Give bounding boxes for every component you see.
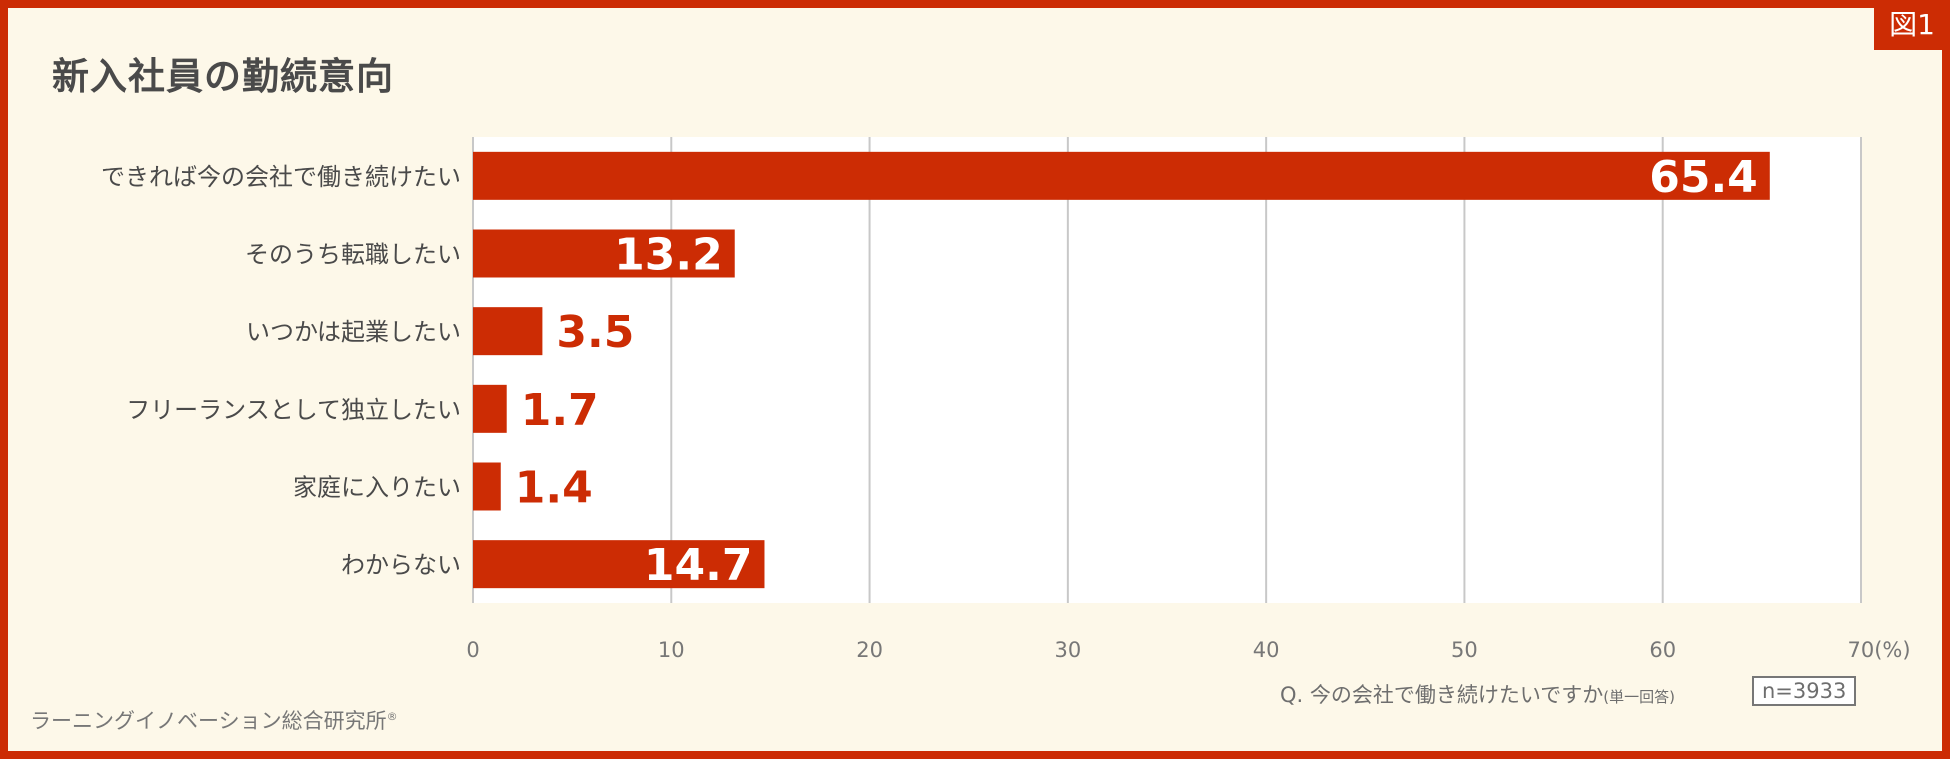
category-label: 家庭に入りたい bbox=[293, 474, 461, 502]
plot-area bbox=[473, 137, 1861, 603]
credit-label: ラーニングイノベーション総合研究所 bbox=[30, 709, 387, 733]
question-text: Q. 今の会社で働き続けたいですか(単一回答) bbox=[1280, 679, 1675, 709]
question-label: Q. 今の会社で働き続けたいですか bbox=[1280, 683, 1604, 707]
sample-size-box: n=3933 bbox=[1752, 676, 1857, 706]
category-label: わからない bbox=[341, 551, 461, 579]
bar bbox=[473, 540, 765, 589]
registered-mark: ® bbox=[386, 710, 398, 723]
bar bbox=[473, 462, 501, 511]
bar bbox=[473, 384, 507, 433]
category-label: そのうち転職したい bbox=[245, 241, 461, 269]
value-label: 3.5 bbox=[556, 307, 634, 358]
x-tick-label: 0 bbox=[466, 638, 479, 662]
bar bbox=[473, 307, 543, 356]
category-label: できれば今の会社で働き続けたい bbox=[101, 163, 461, 191]
category-label: いつかは起業したい bbox=[246, 318, 461, 346]
category-label: フリーランスとして独立したい bbox=[126, 396, 461, 424]
value-label: 65.4 bbox=[1649, 152, 1758, 203]
credit-text: ラーニングイノベーション総合研究所® bbox=[30, 705, 398, 735]
x-tick-label: 10 bbox=[658, 638, 685, 662]
x-tick-label: 20 bbox=[856, 638, 883, 662]
value-label: 1.4 bbox=[515, 463, 593, 514]
figure-badge: 図1 bbox=[1874, 0, 1950, 50]
value-label: 1.7 bbox=[521, 385, 599, 436]
chart-title: 新入社員の勤続意向 bbox=[52, 55, 394, 98]
x-tick-label: 40 bbox=[1253, 638, 1280, 662]
bar bbox=[473, 229, 735, 278]
question-note: (単一回答) bbox=[1603, 688, 1675, 706]
x-tick-label: 50 bbox=[1451, 638, 1478, 662]
value-label: 14.7 bbox=[644, 540, 753, 591]
x-tick-label: 60 bbox=[1649, 638, 1676, 662]
x-tick-label: 30 bbox=[1054, 638, 1081, 662]
bar bbox=[473, 151, 1770, 200]
x-tick-label: 70(%) bbox=[1847, 638, 1910, 662]
value-label: 13.2 bbox=[614, 230, 723, 281]
